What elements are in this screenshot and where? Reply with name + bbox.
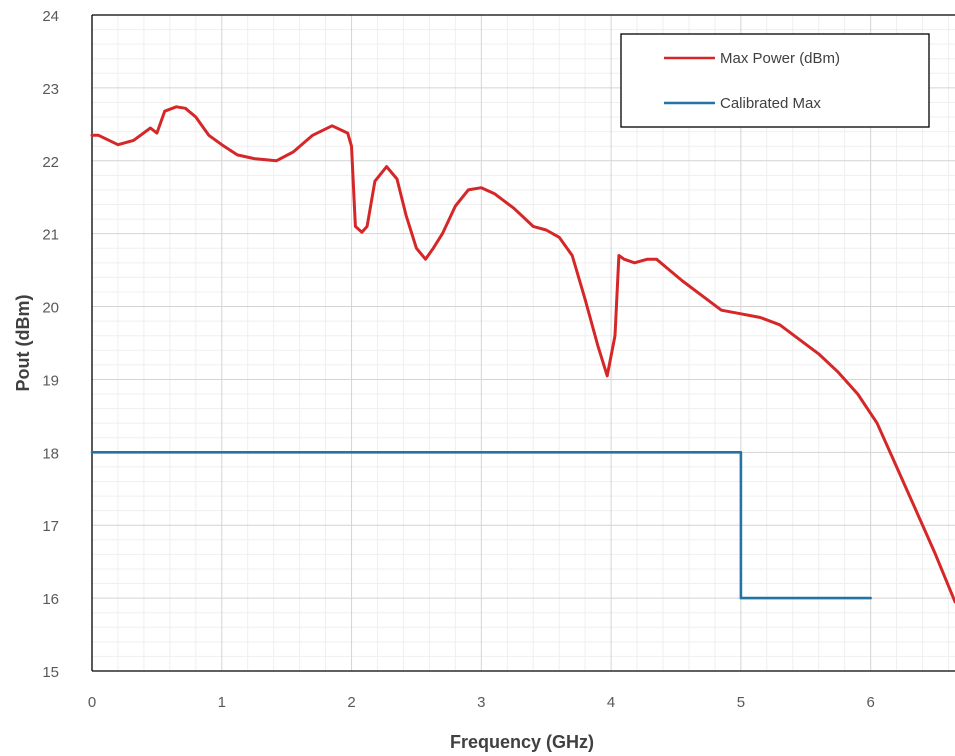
x-axis-title: Frequency (GHz) [450, 732, 594, 752]
y-tick-label: 20 [42, 300, 59, 317]
x-tick-label: 0 [88, 694, 96, 711]
y-tick-label: 22 [42, 154, 59, 171]
legend-label-calibrated-max: Calibrated Max [720, 95, 821, 112]
legend: Max Power (dBm) Calibrated Max [620, 33, 930, 128]
minor-grid [92, 15, 955, 671]
plot-frame [91, 14, 955, 672]
y-tick-label: 17 [42, 518, 59, 535]
legend-box [620, 33, 930, 128]
y-axis-title: Pout (dBm) [13, 295, 33, 392]
x-tick-label: 3 [477, 694, 485, 711]
x-tick-label: 5 [737, 694, 745, 711]
x-tick-label: 1 [218, 694, 226, 711]
y-tick-label: 24 [42, 8, 59, 25]
series-line-calibrated-max [90, 450, 872, 600]
x-tick-label: 6 [866, 694, 874, 711]
y-tick-label: 21 [42, 227, 59, 244]
legend-label-max-power: Max Power (dBm) [720, 50, 840, 67]
y-tick-label: 18 [42, 445, 59, 462]
y-tick-label: 19 [42, 372, 59, 389]
x-tick-label: 4 [607, 694, 615, 711]
y-tick-label: 23 [42, 81, 59, 98]
x-tick-label: 2 [347, 694, 355, 711]
series-layer [90, 105, 955, 604]
x-tick-labels: 0 1 2 3 4 5 6 [88, 694, 875, 711]
y-tick-labels: 15 16 17 18 19 20 21 22 23 24 [42, 8, 59, 681]
y-tick-label: 16 [42, 591, 59, 608]
y-tick-label: 15 [42, 664, 59, 681]
series-line-max-power-dbm [90, 105, 955, 604]
